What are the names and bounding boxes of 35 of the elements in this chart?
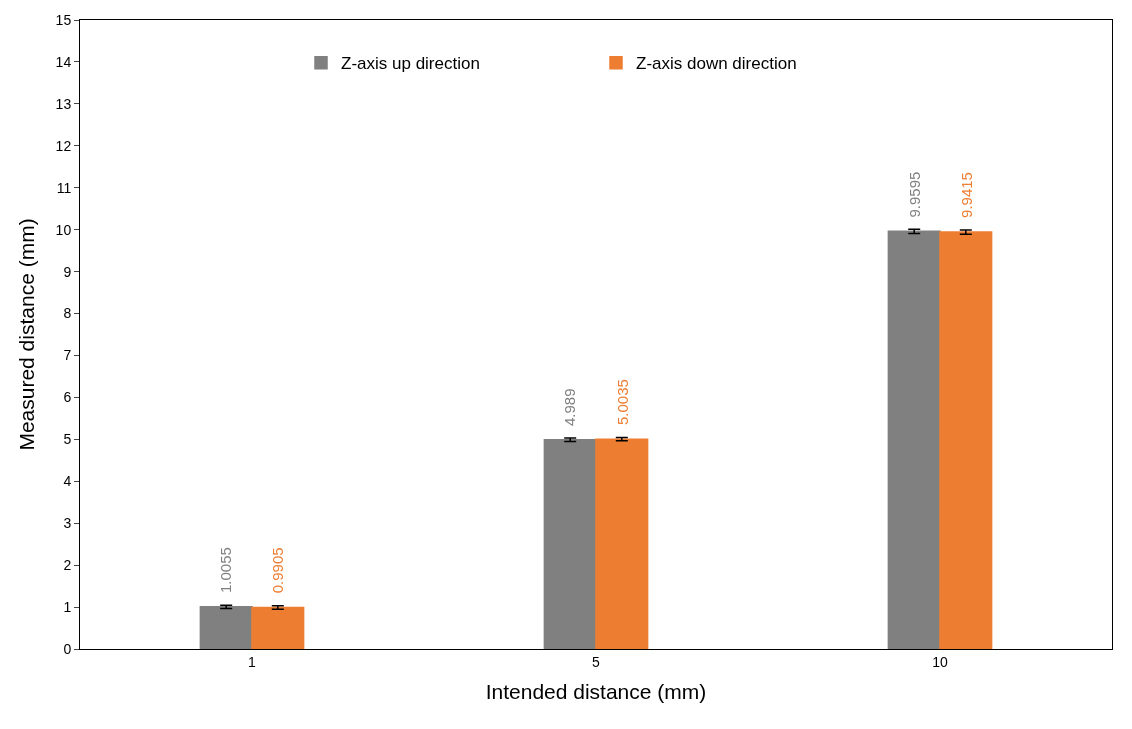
y-tick-label: 7: [63, 347, 72, 364]
y-tick-label: 0: [63, 640, 72, 657]
x-tick-label: 5: [592, 653, 601, 670]
y-tick-label: 5: [63, 431, 72, 448]
y-tick-label: 13: [55, 95, 72, 112]
y-tick-label: 2: [63, 557, 72, 574]
bar: [543, 439, 597, 649]
y-tick-label: 9: [63, 263, 72, 280]
legend-label: Z-axis down direction: [636, 54, 797, 74]
legend-label: Z-axis up direction: [341, 54, 480, 74]
bar: [887, 230, 941, 649]
y-tick-label: 12: [55, 137, 72, 154]
y-tick-label: 15: [55, 11, 72, 28]
y-tick-label: 10: [55, 221, 72, 238]
bar: [199, 606, 253, 649]
x-tick-label: 1: [248, 653, 257, 670]
data-label: 1.0055: [217, 547, 235, 594]
y-tick-label: 14: [55, 53, 72, 70]
data-label: 5.0035: [613, 379, 631, 425]
y-tick-label: 8: [63, 305, 72, 322]
data-label: 9.9595: [905, 171, 923, 218]
y-tick-label: 3: [63, 515, 72, 532]
y-tick-label: 1: [63, 598, 72, 615]
data-label: 9.9415: [957, 172, 975, 218]
x-axis-title: Intended distance (mm): [485, 680, 707, 703]
bar: [939, 231, 993, 649]
bar: [595, 438, 649, 649]
y-tick-label: 11: [56, 179, 72, 196]
data-label: 0.9905: [269, 547, 287, 594]
y-tick-label: 4: [63, 473, 72, 490]
bar: [251, 606, 305, 649]
x-tick-label: 10: [932, 653, 948, 670]
y-axis-title: Measured distance (mm): [14, 218, 38, 451]
y-tick-label: 6: [63, 389, 72, 406]
data-label: 4.989: [561, 388, 579, 426]
